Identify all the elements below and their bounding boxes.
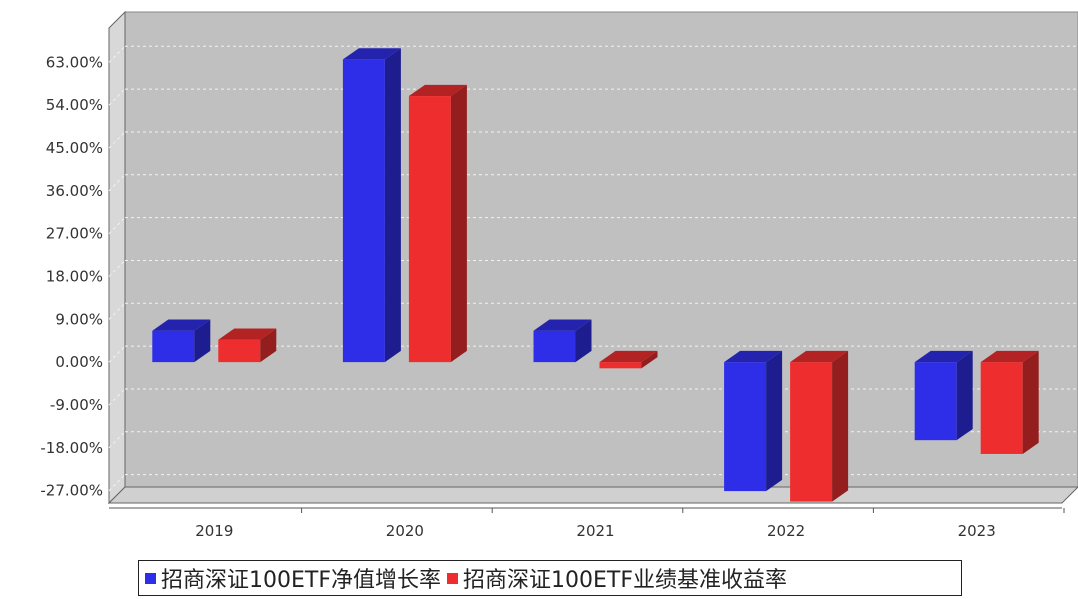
bar-side-face <box>260 328 277 363</box>
plot-frame <box>107 10 1078 509</box>
bar-top-face <box>980 350 1039 363</box>
legend-swatch-blue <box>145 572 156 584</box>
y-tick-label: -27.00% <box>40 482 103 500</box>
bar-top-face <box>218 328 277 340</box>
bar-front-face <box>599 362 642 369</box>
bar-2021-series-2 <box>599 350 658 369</box>
bar-front-face <box>790 362 833 502</box>
bar-chart: 63.00% 54.00% 45.00% 36.00% 27.00% 18.00% 9.00… <box>40 10 1078 540</box>
bar-front-face <box>533 330 576 363</box>
x-tick-label: 2022 <box>767 522 805 540</box>
x-tick-label: 2021 <box>576 522 614 540</box>
gridline-wall <box>108 217 126 234</box>
bar-top-face <box>152 319 211 331</box>
bar-side-face <box>766 350 783 492</box>
bar-side-face <box>575 319 592 363</box>
x-tick-label: 2020 <box>386 522 424 540</box>
bar-top-face <box>790 350 849 363</box>
bar-top-face <box>914 350 973 363</box>
legend-label-nav-growth: 招商深证100ETF净值增长率 <box>161 568 441 593</box>
gridline-wall <box>108 388 126 406</box>
gridline-wall <box>108 131 126 149</box>
bar-front-face <box>724 362 767 492</box>
bar-side-face <box>450 84 467 363</box>
bar-2023-series-1 <box>914 350 973 441</box>
gridline-wall <box>108 302 126 320</box>
bar-2023-series-2 <box>980 350 1039 454</box>
gridline-wall <box>108 174 126 192</box>
bar-2019-series-1 <box>152 319 211 363</box>
bar-front-face <box>408 96 451 363</box>
gridline-wall <box>108 260 126 277</box>
gridline-wall <box>108 88 126 106</box>
bars <box>152 48 1039 502</box>
bar-2020-series-2 <box>408 84 467 363</box>
legend-item-nav-growth: 招商深证100ETF净值增长率 <box>145 562 441 594</box>
bar-top-face <box>408 84 467 97</box>
gridline-wall <box>108 474 126 491</box>
legend: 招商深证100ETF净值增长率 招商深证100ETF业绩基准收益率 <box>138 560 962 596</box>
y-tick-label: -18.00% <box>40 439 103 457</box>
y-tick-label: -9.00% <box>50 396 103 414</box>
y-tick-label: 27.00% <box>46 225 103 243</box>
x-axis-ticks: 2019 2020 2021 2022 2023 <box>195 508 1065 540</box>
bar-2021-series-1 <box>533 319 592 363</box>
y-tick-label: 54.00% <box>46 96 103 114</box>
y-tick-label: 45.00% <box>46 139 103 157</box>
bar-top-face <box>342 48 401 60</box>
bar-top-face <box>599 350 658 363</box>
gridline-wall <box>108 45 126 63</box>
bar-2022-series-1 <box>724 350 783 492</box>
bar-side-face <box>956 350 973 441</box>
x-tick-label: 2023 <box>958 522 996 540</box>
bar-side-face <box>1022 350 1039 454</box>
y-tick-label: 63.00% <box>46 53 103 71</box>
y-tick-label: 9.00% <box>55 310 103 328</box>
gridline-wall <box>108 431 126 449</box>
bar-front-face <box>980 362 1023 454</box>
legend-swatch-red <box>447 572 458 584</box>
bar-top-face <box>533 319 592 331</box>
bar-side-face <box>194 319 211 363</box>
y-axis-ticks: 63.00% 54.00% 45.00% 36.00% 27.00% 18.00% 9.00… <box>40 53 103 499</box>
bar-2022-series-2 <box>790 350 849 502</box>
legend-label-benchmark-return: 招商深证100ETF业绩基准收益率 <box>463 568 787 593</box>
legend-item-benchmark-return: 招商深证100ETF业绩基准收益率 <box>447 562 787 594</box>
bar-top-face <box>724 350 783 363</box>
bar-front-face <box>914 362 957 441</box>
bar-front-face <box>218 339 261 363</box>
bar-front-face <box>342 59 385 363</box>
y-tick-label: 36.00% <box>46 182 103 200</box>
bar-side-face <box>832 350 849 502</box>
bar-2019-series-2 <box>218 328 277 363</box>
gridline-wall <box>108 345 126 363</box>
bar-side-face <box>641 350 658 369</box>
x-tick-label: 2019 <box>195 522 233 540</box>
bar-2020-series-1 <box>342 48 401 363</box>
y-tick-label: 0.00% <box>55 353 103 371</box>
bar-side-face <box>384 48 401 363</box>
plot-left-wall <box>108 10 126 505</box>
plot-floor <box>107 486 1078 504</box>
y-tick-label: 18.00% <box>46 267 103 285</box>
bar-front-face <box>152 330 195 363</box>
